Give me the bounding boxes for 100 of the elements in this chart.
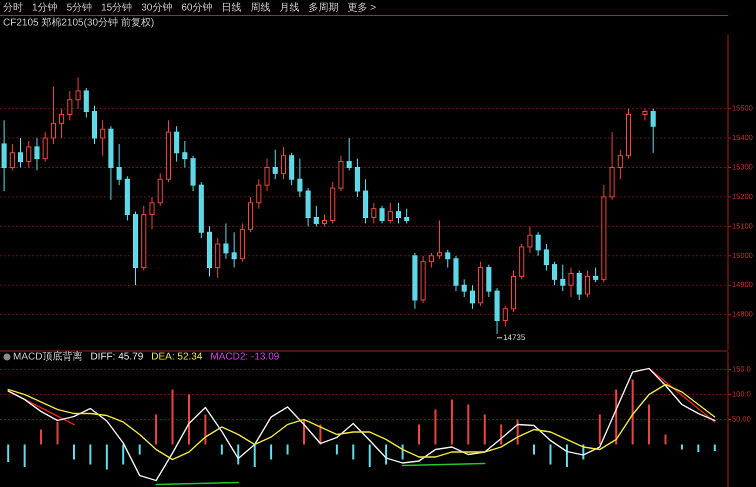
candlestick: [59, 108, 64, 139]
candlestick: [264, 158, 270, 192]
bar: [697, 444, 700, 452]
text: 5分钟: [66, 2, 92, 14]
bar: [172, 390, 174, 444]
annotation: 14735: [503, 332, 526, 342]
candlestick: [354, 158, 360, 198]
text: DEA: 52.34: [151, 352, 203, 363]
candlestick: [436, 220, 442, 260]
candlestick: [314, 205, 319, 227]
chart-title: MACD顶底背离: [13, 350, 82, 363]
bar: [24, 444, 26, 467]
bar: [40, 430, 42, 444]
bar: [615, 390, 618, 444]
bar: [450, 400, 453, 444]
candlestick: [182, 140, 188, 168]
candlestick: [502, 305, 508, 327]
text: 15分钟: [101, 2, 132, 14]
text: 更多 >: [348, 2, 376, 14]
candlestick: [544, 244, 549, 272]
candlestick: [100, 120, 106, 156]
bar: [418, 424, 420, 444]
candlestick: [371, 202, 376, 224]
candlestick: [174, 126, 180, 162]
bar: [352, 444, 354, 460]
candlestick: [486, 264, 492, 298]
text: 1分钟: [32, 2, 58, 14]
candlestick: [116, 143, 122, 186]
bar: [549, 444, 552, 464]
candlestick: [642, 108, 648, 121]
candlestick: [158, 172, 163, 206]
text: 多周期: [308, 2, 338, 14]
bar: [434, 410, 436, 444]
candlestick: [470, 284, 475, 310]
bar: [368, 444, 371, 467]
chart-title: CF2105 郑棉2105(30分钟 前复权): [3, 16, 154, 29]
bar: [254, 444, 256, 467]
candlestick: [149, 196, 155, 230]
candlestick: [280, 146, 286, 180]
bar: [220, 444, 223, 454]
candlestick: [584, 270, 590, 298]
bar: [204, 414, 206, 444]
candlestick: [462, 278, 467, 298]
candlestick: [34, 138, 40, 171]
candlestick: [576, 270, 582, 300]
text: 60分钟: [181, 2, 212, 14]
bar: [648, 404, 650, 444]
candlestick: [215, 238, 220, 278]
candlestick: [428, 252, 434, 268]
candlestick: [84, 87, 89, 118]
candlestick: [42, 132, 48, 162]
candlestick: [346, 138, 352, 171]
candlestick: [404, 208, 410, 224]
candlestick: [322, 214, 328, 227]
candlestick: [67, 90, 72, 121]
bar: [467, 404, 470, 444]
annotation: MACD2: -13.09: [210, 352, 280, 363]
text: 日线: [222, 2, 242, 14]
text: 周线: [250, 2, 270, 14]
bar: [106, 444, 108, 470]
candlestick: [289, 152, 294, 186]
bar: [484, 414, 486, 444]
candlestick: [560, 264, 566, 292]
candlestick: [568, 267, 574, 298]
candlestick: [272, 149, 278, 180]
bar: [336, 444, 338, 454]
candlestick: [18, 138, 24, 168]
bar: [566, 444, 568, 467]
line-series: [8, 384, 716, 460]
candlestick: [256, 178, 262, 210]
bar: [89, 444, 92, 464]
candlestick: [223, 222, 228, 260]
bar: [680, 444, 683, 450]
bar: [385, 444, 388, 464]
text: 30分钟: [141, 2, 172, 14]
bar: [533, 444, 536, 454]
bar: [632, 380, 634, 444]
candlestick: [232, 232, 237, 268]
candlestick: [527, 226, 532, 254]
candlestick: [552, 261, 558, 286]
bar: [122, 444, 124, 464]
bar: [664, 434, 666, 444]
candlestick: [445, 249, 450, 268]
candlestick: [618, 149, 623, 180]
candlestick: [396, 202, 402, 224]
bar: [138, 444, 141, 454]
candlestick: [379, 205, 385, 224]
candlestick: [50, 86, 56, 144]
candlestick: [388, 202, 393, 224]
bar: [56, 422, 59, 444]
candlestick: [75, 76, 81, 110]
bar: [286, 444, 289, 454]
candlestick: [536, 232, 541, 256]
candlestick: [2, 120, 7, 192]
bar: [155, 414, 158, 444]
bar: [270, 444, 272, 460]
candlestick: [593, 267, 598, 283]
candlestick: [650, 108, 656, 154]
text: DIFF: 45.79: [90, 352, 144, 363]
candlestick: [297, 158, 302, 198]
